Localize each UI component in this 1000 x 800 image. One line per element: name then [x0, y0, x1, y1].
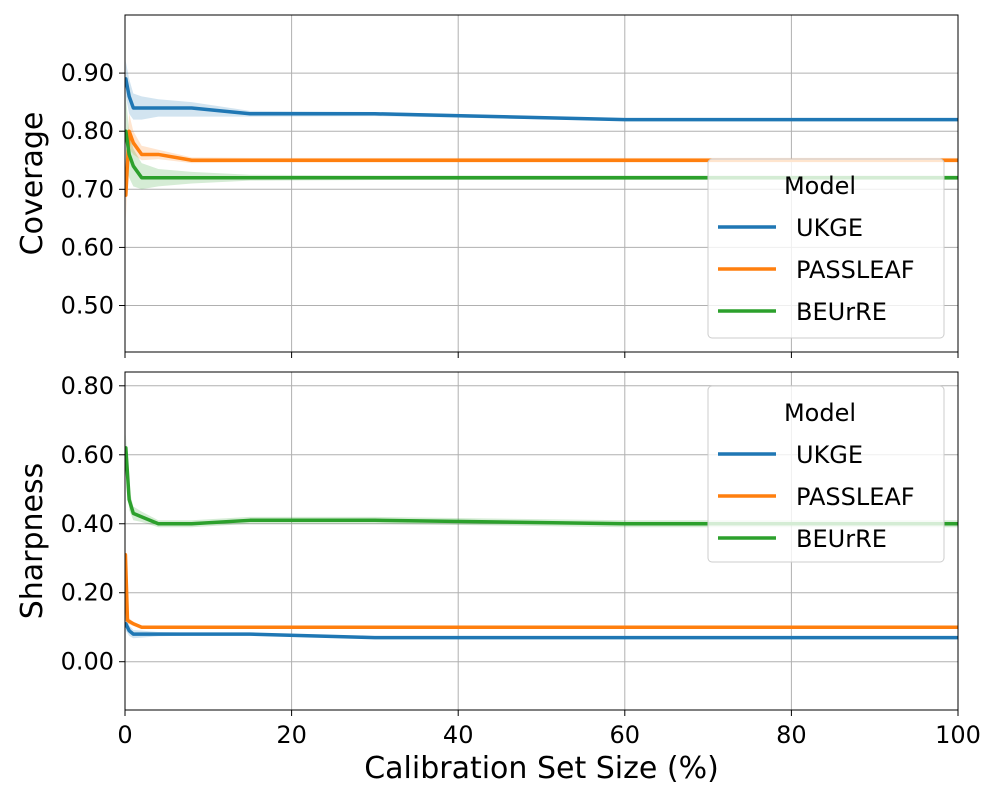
y-tick-label: 0.70 — [61, 175, 114, 203]
y-tick-label: 0.00 — [61, 648, 114, 676]
coverage-panel: 0.50 0.60 0.70 0.80 0.90 Coverage Model UKGE PAS… — [15, 14, 959, 358]
plot-area — [125, 434, 958, 640]
series-line-beurre — [125, 129, 958, 180]
x-tick-label: 20 — [276, 721, 307, 749]
legend-label-ukge: UKGE — [796, 441, 863, 469]
y-tick-label: 0.80 — [61, 372, 114, 400]
legend-label-passleaf: PASSLEAF — [796, 256, 915, 284]
x-tick-label: 80 — [776, 721, 807, 749]
y-axis-label: Coverage — [15, 112, 50, 256]
x-tick-label: 100 — [935, 721, 981, 749]
x-axis-label: Calibration Set Size (%) — [364, 751, 719, 786]
confidence-band-beurre — [125, 96, 958, 190]
sharpness-panel: 0.00 0.20 0.40 0.60 0.80 0 20 40 60 80 100 Sharpnes… — [15, 371, 981, 786]
series-line-passleaf — [125, 553, 958, 629]
legend-title: Model — [784, 399, 856, 427]
x-tick-label: 40 — [443, 721, 474, 749]
y-axis-label: Sharpness — [15, 463, 50, 620]
legend: Model UKGE PASSLEAF BEUrRE — [707, 385, 945, 563]
x-tick-label: 60 — [610, 721, 641, 749]
series-line-ukge — [125, 622, 958, 640]
series-line-ukge — [125, 77, 958, 122]
y-tick-label: 0.80 — [61, 117, 114, 145]
x-tick-label: 0 — [117, 721, 132, 749]
confidence-band-ukge — [125, 61, 958, 121]
legend-title: Model — [784, 172, 856, 200]
legend-label-passleaf: PASSLEAF — [796, 483, 915, 511]
y-tick-label: 0.20 — [61, 579, 114, 607]
y-tick-label: 0.90 — [61, 59, 114, 87]
legend-box — [707, 158, 945, 339]
legend-label-beurre: BEUrRE — [796, 298, 887, 326]
series-line-beurre — [125, 446, 958, 526]
legend: Model UKGE PASSLEAF BEUrRE — [707, 158, 945, 339]
legend-label-beurre: BEUrRE — [796, 525, 887, 553]
y-tick-label: 0.60 — [61, 233, 114, 261]
y-tick-label: 0.60 — [61, 441, 114, 469]
y-tick-label: 0.40 — [61, 510, 114, 538]
y-tick-label: 0.50 — [61, 292, 114, 320]
series-line-passleaf — [125, 129, 958, 197]
legend-box — [707, 385, 945, 563]
axes-frame — [124, 14, 959, 353]
legend-label-ukge: UKGE — [796, 214, 863, 242]
plot-area — [125, 61, 958, 219]
axes-frame — [124, 371, 959, 711]
